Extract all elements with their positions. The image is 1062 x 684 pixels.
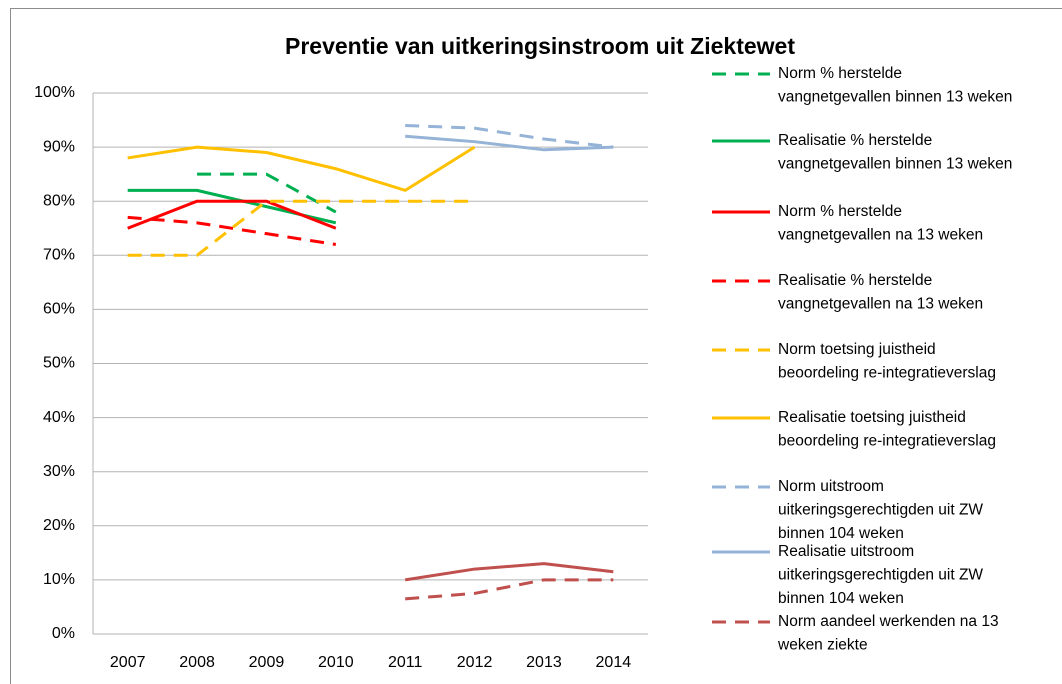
legend-label: Realisatie % herstelde bbox=[778, 272, 932, 289]
series-line bbox=[405, 123, 614, 149]
y-tick-label: 10% bbox=[43, 571, 75, 588]
x-tick-label: 2012 bbox=[457, 654, 493, 671]
y-tick-label: 40% bbox=[43, 409, 75, 426]
legend-label: Realisatie toetsing juistheid bbox=[778, 409, 966, 426]
legend-label: Norm toetsing juistheid bbox=[778, 341, 936, 358]
x-tick-label: 2007 bbox=[110, 654, 146, 671]
series-line bbox=[405, 134, 614, 152]
series-line bbox=[127, 145, 476, 192]
series-line bbox=[404, 562, 614, 582]
legend-label: vangnetgevallen binnen 13 weken bbox=[778, 89, 1012, 106]
legend-label: Norm uitstroom bbox=[778, 478, 884, 495]
legend-label: Norm aandeel werkenden na 13 bbox=[778, 613, 999, 630]
x-tick-label: 2009 bbox=[249, 654, 285, 671]
y-tick-label: 80% bbox=[43, 192, 75, 209]
y-tick-label: 0% bbox=[52, 625, 75, 642]
y-tick-label: 30% bbox=[43, 463, 75, 480]
legend-label: uitkeringsgerechtigden uit ZW bbox=[778, 567, 983, 584]
legend-label: binnen 104 weken bbox=[778, 525, 904, 542]
legend-label: beoordeling re-integratieverslag bbox=[778, 433, 996, 450]
x-tick-label: 2011 bbox=[388, 654, 423, 671]
x-tick-label: 2014 bbox=[596, 654, 632, 671]
series-line bbox=[405, 578, 614, 601]
legend-label: Norm % herstelde bbox=[778, 203, 902, 220]
x-tick-label: 2010 bbox=[318, 654, 354, 671]
legend-label: vangnetgevallen na 13 weken bbox=[778, 296, 983, 313]
legend-label: binnen 104 weken bbox=[778, 590, 904, 607]
series-line bbox=[127, 188, 337, 225]
legend-label: vangnetgevallen binnen 13 weken bbox=[778, 156, 1012, 173]
legend-label: Realisatie % herstelde bbox=[778, 132, 932, 149]
series-line bbox=[127, 199, 337, 230]
series-line bbox=[197, 172, 337, 214]
x-tick-label: 2013 bbox=[526, 654, 562, 671]
y-tick-label: 50% bbox=[43, 355, 75, 372]
y-tick-label: 20% bbox=[43, 517, 75, 534]
legend-label: beoordeling re-integratieverslag bbox=[778, 365, 996, 382]
y-tick-label: 60% bbox=[43, 301, 75, 318]
y-tick-label: 90% bbox=[43, 138, 75, 155]
y-tick-label: 70% bbox=[43, 247, 75, 264]
chart-frame bbox=[10, 8, 1062, 684]
chart-title: Preventie van uitkeringsinstroom uit Zie… bbox=[285, 33, 795, 59]
legend-label: weken ziekte bbox=[777, 637, 868, 654]
x-tick-label: 2008 bbox=[179, 654, 215, 671]
series-line bbox=[127, 215, 337, 246]
legend-label: vangnetgevallen na 13 weken bbox=[778, 227, 983, 244]
legend-label: Realisatie uitstroom bbox=[778, 543, 914, 560]
series-line bbox=[127, 199, 475, 257]
legend-label: uitkeringsgerechtigden uit ZW bbox=[778, 502, 983, 519]
y-tick-label: 100% bbox=[34, 84, 75, 101]
legend-label: Norm % herstelde bbox=[778, 65, 902, 82]
